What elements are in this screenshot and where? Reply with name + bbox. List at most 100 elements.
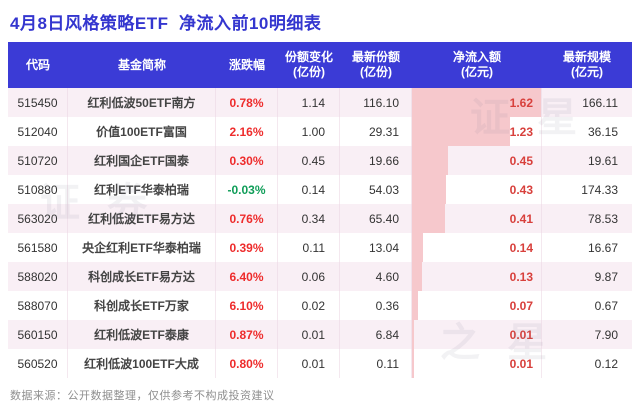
cell-change-pct: 0.87% bbox=[216, 320, 278, 349]
cell-code: 560150 bbox=[8, 320, 68, 349]
cell-change-pct: 0.78% bbox=[216, 88, 278, 117]
cell-net-inflow: 0.01 bbox=[412, 349, 542, 378]
cell-latest-share: 54.03 bbox=[340, 175, 412, 204]
net-inflow-bar bbox=[412, 349, 414, 378]
cell-latest-scale: 7.90 bbox=[594, 327, 618, 342]
cell-share-change: 0.01 bbox=[278, 320, 340, 349]
cell-net-inflow: 0.45 bbox=[412, 146, 542, 175]
cell-code: 510880 bbox=[8, 175, 68, 204]
cell-latest-scale: 166.11 bbox=[582, 95, 618, 110]
net-inflow-bar bbox=[412, 204, 445, 233]
column-header-net-inflow: 净流入额 (亿元) bbox=[452, 50, 501, 79]
table-body: 515450 红利低波50ETF南方 0.78% 1.14 116.10 1.62 166.… bbox=[8, 88, 632, 378]
net-inflow-bar bbox=[412, 262, 423, 291]
table-row: 510880 红利ETF华泰柏瑞 -0.03% 0.14 54.03 0.43 174.33 bbox=[8, 175, 632, 204]
cell-fund-name: 红利国企ETF国泰 bbox=[68, 146, 216, 175]
cell-code: 515450 bbox=[8, 88, 68, 117]
net-inflow-bar bbox=[412, 175, 447, 204]
cell-latest-share: 65.40 bbox=[340, 204, 412, 233]
cell-latest-scale: 78.53 bbox=[587, 211, 618, 226]
cell-fund-name: 科创成长ETF万家 bbox=[68, 291, 216, 320]
cell-share-change: 0.11 bbox=[278, 233, 340, 262]
cell-share-change: 0.01 bbox=[278, 349, 340, 378]
etf-table: 代码 基金简称 涨跌幅 份额变化 (亿份) 最新份额 (亿份) 净流入额 (亿元) 最新规模 (亿元… bbox=[8, 42, 632, 378]
net-inflow-bar bbox=[412, 233, 424, 262]
cell-fund-name: 红利低波50ETF南方 bbox=[68, 88, 216, 117]
cell-latest-share: 0.11 bbox=[340, 349, 412, 378]
cell-code: 510720 bbox=[8, 146, 68, 175]
cell-fund-name: 红利低波ETF泰康 bbox=[68, 320, 216, 349]
table-row: 588070 科创成长ETF万家 6.10% 0.02 0.36 0.07 0.67 bbox=[8, 291, 632, 320]
cell-change-pct: 6.10% bbox=[216, 291, 278, 320]
data-source-note: 数据来源：公开数据整理，仅供参考不构成投资建议 bbox=[10, 390, 275, 402]
cell-change-pct: 0.30% bbox=[216, 146, 278, 175]
cell-share-change: 1.00 bbox=[278, 117, 340, 146]
cell-change-pct: 6.40% bbox=[216, 262, 278, 291]
cell-share-change: 0.14 bbox=[278, 175, 340, 204]
cell-fund-name: 价值100ETF富国 bbox=[68, 117, 216, 146]
cell-latest-scale: 0.67 bbox=[594, 298, 618, 313]
net-inflow-bar bbox=[412, 320, 414, 349]
table-row: 561580 央企红利ETF华泰柏瑞 0.39% 0.11 13.04 0.14 16.67 bbox=[8, 233, 632, 262]
cell-fund-name: 红利ETF华泰柏瑞 bbox=[68, 175, 216, 204]
table-row: 515450 红利低波50ETF南方 0.78% 1.14 116.10 1.62 166.… bbox=[8, 88, 632, 117]
cell-latest-scale: 36.15 bbox=[587, 124, 618, 139]
cell-code: 561580 bbox=[8, 233, 68, 262]
cell-fund-name: 科创成长ETF易方达 bbox=[68, 262, 216, 291]
cell-code: 588070 bbox=[8, 291, 68, 320]
cell-share-change: 0.45 bbox=[278, 146, 340, 175]
cell-net-inflow: 0.07 bbox=[412, 291, 542, 320]
column-header-code: 代码 bbox=[25, 57, 50, 72]
net-inflow-bar bbox=[412, 117, 510, 146]
cell-latest-share: 6.84 bbox=[340, 320, 412, 349]
cell-latest-share: 29.31 bbox=[340, 117, 412, 146]
cell-change-pct: 0.80% bbox=[216, 349, 278, 378]
net-inflow-bar bbox=[412, 146, 448, 175]
cell-latest-scale: 174.33 bbox=[581, 182, 618, 197]
cell-share-change: 0.34 bbox=[278, 204, 340, 233]
table-row: 510720 红利国企ETF国泰 0.30% 0.45 19.66 0.45 19.61 bbox=[8, 146, 632, 175]
cell-change-pct: -0.03% bbox=[216, 175, 278, 204]
table-header-row: 代码 基金简称 涨跌幅 份额变化 (亿份) 最新份额 (亿份) 净流入额 (亿元) 最新规模 (亿元… bbox=[8, 42, 632, 88]
cell-fund-name: 央企红利ETF华泰柏瑞 bbox=[68, 233, 216, 262]
net-inflow-bar bbox=[412, 88, 541, 117]
cell-code: 563020 bbox=[8, 204, 68, 233]
page-title: 4月8日风格策略ETF 净流入前10明细表 bbox=[10, 14, 322, 33]
cell-latest-share: 116.10 bbox=[340, 88, 412, 117]
column-header-name: 基金简称 bbox=[117, 57, 166, 72]
cell-latest-share: 19.66 bbox=[340, 146, 412, 175]
cell-net-inflow: 1.23 bbox=[412, 117, 542, 146]
column-header-scale: 最新规模 (亿元) bbox=[562, 50, 611, 79]
cell-change-pct: 0.39% bbox=[216, 233, 278, 262]
cell-fund-name: 红利低波100ETF大成 bbox=[68, 349, 216, 378]
cell-latest-share: 4.60 bbox=[340, 262, 412, 291]
cell-latest-scale: 19.61 bbox=[587, 153, 618, 168]
cell-latest-share: 0.36 bbox=[340, 291, 412, 320]
cell-net-inflow: 0.41 bbox=[412, 204, 542, 233]
cell-net-inflow: 0.13 bbox=[412, 262, 542, 291]
cell-latest-scale: 9.87 bbox=[594, 269, 618, 284]
column-header-share-change: 份额变化 (亿份) bbox=[284, 50, 333, 79]
cell-share-change: 0.06 bbox=[278, 262, 340, 291]
cell-net-inflow: 0.01 bbox=[412, 320, 542, 349]
table-row: 560150 红利低波ETF泰康 0.87% 0.01 6.84 0.01 7.90 bbox=[8, 320, 632, 349]
cell-net-inflow: 0.14 bbox=[412, 233, 542, 262]
cell-fund-name: 红利低波ETF易方达 bbox=[68, 204, 216, 233]
cell-code: 588020 bbox=[8, 262, 68, 291]
cell-share-change: 0.02 bbox=[278, 291, 340, 320]
cell-latest-scale: 16.67 bbox=[587, 240, 618, 255]
cell-change-pct: 2.16% bbox=[216, 117, 278, 146]
cell-latest-share: 13.04 bbox=[340, 233, 412, 262]
cell-change-pct: 0.76% bbox=[216, 204, 278, 233]
cell-code: 560520 bbox=[8, 349, 68, 378]
table-row: 512040 价值100ETF富国 2.16% 1.00 29.31 1.23 36.15 bbox=[8, 117, 632, 146]
cell-latest-scale: 0.12 bbox=[594, 356, 618, 371]
cell-net-inflow: 1.62 bbox=[412, 88, 542, 117]
net-inflow-bar bbox=[412, 291, 418, 320]
table-row: 560520 红利低波100ETF大成 0.80% 0.01 0.11 0.01 0.12 bbox=[8, 349, 632, 378]
cell-code: 512040 bbox=[8, 117, 68, 146]
column-header-latest-share: 最新份额 (亿份) bbox=[351, 50, 400, 79]
column-header-change: 涨跌幅 bbox=[228, 57, 265, 72]
table-row: 588020 科创成长ETF易方达 6.40% 0.06 4.60 0.13 9.87 bbox=[8, 262, 632, 291]
